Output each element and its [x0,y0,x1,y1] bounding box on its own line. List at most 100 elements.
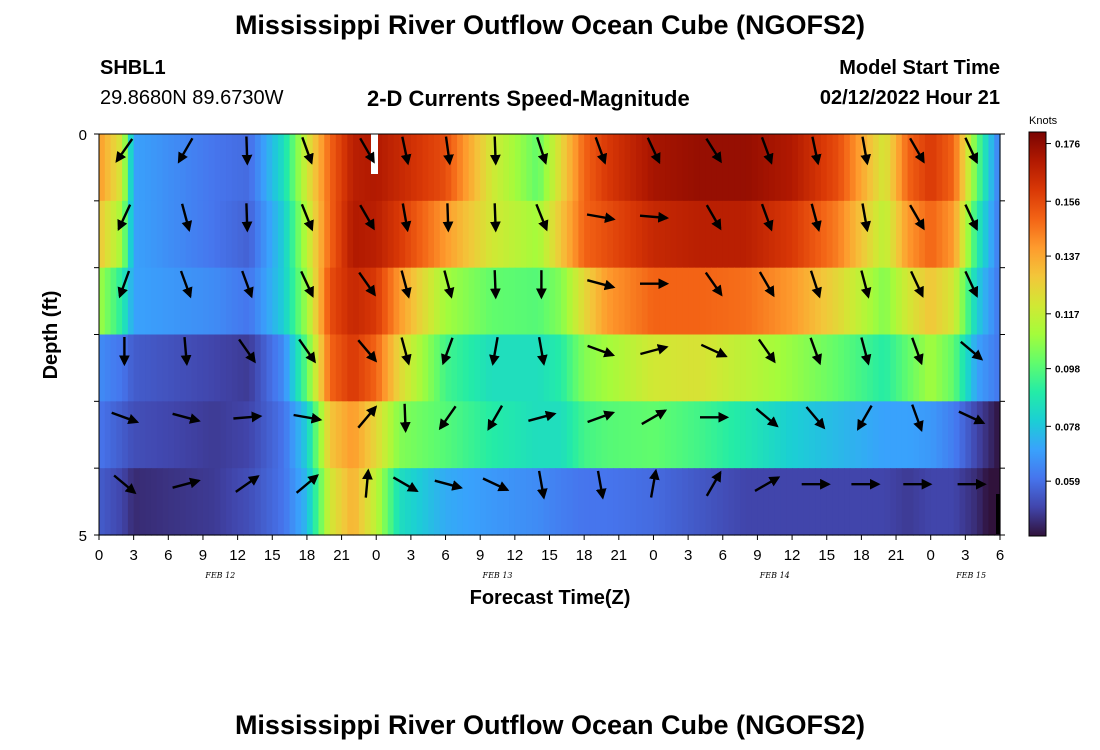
heatmap-cell [878,468,886,536]
heatmap-cell [301,267,308,336]
heatmap-cell [861,200,868,269]
heatmap-cell [942,334,949,402]
heatmap-cell [913,468,920,536]
heatmap-cell [959,200,966,269]
heatmap-cell [844,134,851,202]
heatmap-cell [289,267,296,336]
heatmap-cell [636,200,643,269]
heatmap-cell [422,267,429,336]
heatmap-cell [468,134,476,202]
heatmap-cell [445,200,452,269]
heatmap-cell [497,401,504,469]
heatmap-cell [122,267,129,336]
heatmap-cell [740,134,747,202]
heatmap-cell [976,468,984,536]
heatmap-cell [243,267,250,336]
current-vector-arrow [910,270,924,298]
heatmap-cell [110,267,117,336]
heatmap-cell [884,334,891,402]
heatmap-cell [971,401,978,469]
heatmap-cell [653,134,660,202]
heatmap-cell [99,267,106,336]
heatmap-cell [104,334,112,402]
heatmap-cell [780,267,787,336]
heatmap-cell [872,134,880,202]
x-axis: 0 3 6 9 12 15 18 21 0 3 6 9 12 15 18 21 0 3 6 9 12 15 18 21 0 3 6 F… [95,535,1004,580]
current-vector-arrow [359,137,375,164]
heatmap-cell [566,468,574,536]
x-tick-label: 18 [576,547,593,564]
heatmap-cell [543,468,551,536]
current-vector-arrow [960,340,984,361]
heatmap-cell [647,200,655,269]
heatmap-cell [110,468,117,536]
heatmap-cell [480,401,487,469]
heatmap-cell [855,134,862,202]
heatmap-cell [537,468,545,536]
heatmap-cell [179,334,187,402]
heatmap-cell [324,267,331,336]
heatmap-cell [607,468,614,536]
heatmap-cell [584,334,591,402]
heatmap-cell [451,134,458,202]
current-vector-arrow [535,203,549,232]
heatmap-cell [890,134,897,202]
heatmap-cell [526,401,533,469]
heatmap-cell [324,200,331,269]
heatmap-cell [826,267,834,336]
current-vector-arrow [587,344,616,358]
heatmap-cell [416,401,424,469]
heatmap-cell [364,267,372,336]
colorbar-tick-label: 0.117 [1055,310,1080,321]
heatmap-cell [520,468,527,536]
heatmap-cell [647,401,655,469]
heatmap-cell [405,468,412,536]
heatmap-cell [861,401,868,469]
heatmap-cell [815,267,822,336]
heatmap-cell [127,267,135,336]
heatmap-cell [283,267,291,336]
heatmap-cell [410,267,418,336]
heatmap-cell [480,134,487,202]
heatmap-cell [543,134,551,202]
heatmap-cell [382,267,389,336]
heatmap-cell [630,401,637,469]
current-vector-arrow [117,270,131,299]
heatmap-cell [197,134,204,202]
heatmap-cell [653,267,660,336]
heatmap-cell [433,267,441,336]
heatmap-cell [572,334,579,402]
heatmap-cell [451,468,458,536]
heatmap-cell [936,200,943,269]
heatmap-cell [872,401,880,469]
heatmap-cell [618,468,626,536]
heatmap-cell [382,134,389,202]
heatmap-cell [971,334,978,402]
heatmap-cell [948,334,955,402]
heatmap-cell [266,468,273,536]
heatmap-cell [849,134,857,202]
heatmap-cell [705,200,712,269]
heatmap-cell [930,468,938,536]
heatmap-cell [751,267,759,336]
current-vector-arrow [482,477,510,492]
heatmap-cell [509,401,516,469]
heatmap-cell [116,134,123,202]
heatmap-cell [243,334,250,402]
heatmap-cell [145,468,152,536]
x-tick-label: 15 [264,547,281,564]
heatmap-cell [272,267,279,336]
current-vector-arrow [115,138,134,163]
heatmap-cell [150,334,158,402]
heatmap-cell [578,200,585,269]
heatmap-cell [555,200,562,269]
heatmap-cell [849,334,857,402]
heatmap-cell [243,200,250,269]
current-vector-arrow [909,204,925,231]
x-axis-label: Forecast Time(Z) [470,587,631,609]
heatmap-cell [387,334,395,402]
heatmap-cell [260,267,268,336]
heatmap-cell [191,267,198,336]
heatmap-cell [168,267,175,336]
heatmap-cell [705,267,712,336]
